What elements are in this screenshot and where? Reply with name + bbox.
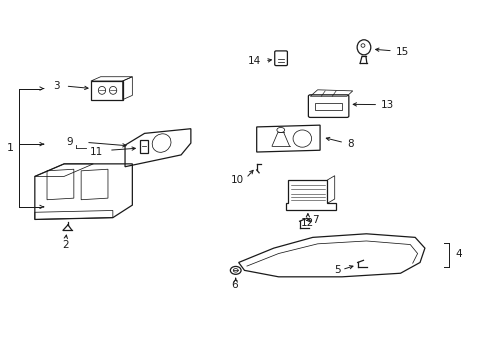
Text: 9: 9 <box>66 138 73 147</box>
Text: 12: 12 <box>301 218 314 228</box>
Text: 14: 14 <box>247 56 261 66</box>
Text: 11: 11 <box>90 147 103 157</box>
Text: 13: 13 <box>352 100 393 110</box>
Text: 6: 6 <box>231 280 238 291</box>
Text: 2: 2 <box>62 239 69 249</box>
Text: 5: 5 <box>334 265 340 275</box>
Text: 10: 10 <box>230 175 243 185</box>
Text: 1: 1 <box>7 143 14 153</box>
Text: 3: 3 <box>53 81 60 91</box>
Text: 8: 8 <box>325 138 353 149</box>
Bar <box>315 103 341 110</box>
Text: 15: 15 <box>375 46 408 57</box>
Text: 4: 4 <box>454 249 461 259</box>
Text: 7: 7 <box>305 215 318 225</box>
